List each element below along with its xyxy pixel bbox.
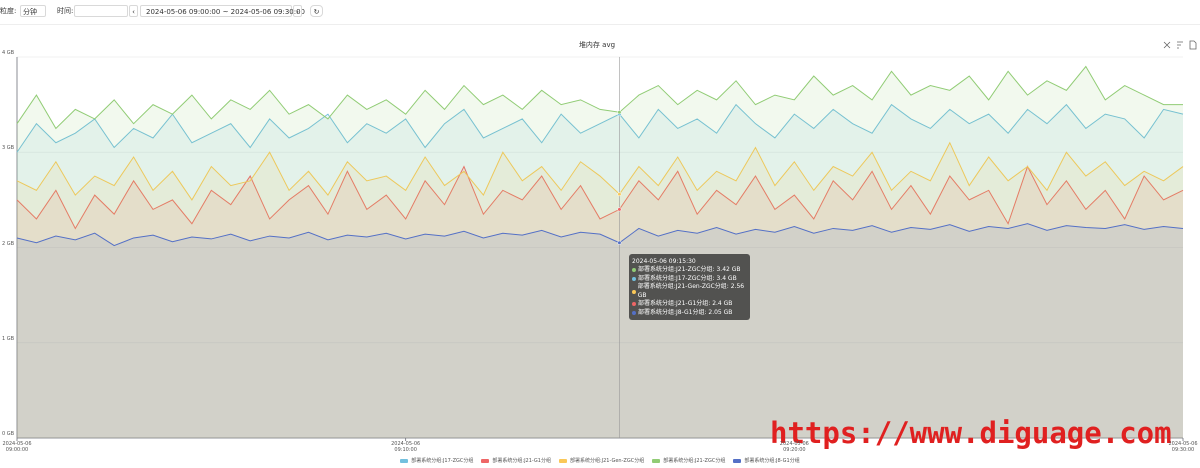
y-tick-label: 0 GB bbox=[2, 431, 15, 437]
divider bbox=[0, 24, 1200, 25]
line bbox=[16, 65, 1183, 130]
hover-dot bbox=[617, 110, 622, 115]
tooltip-item: 部署系统分组:J17-ZGC分组: 3.4 GB bbox=[632, 275, 747, 284]
legend-item: 部署系统分组:J21-G1分组 bbox=[481, 457, 551, 464]
tooltip-item: 部署系统分组:J21-G1分组: 2.4 GB bbox=[632, 300, 747, 309]
line bbox=[16, 223, 1184, 247]
area bbox=[17, 66, 1183, 438]
time-label: 时间: bbox=[57, 7, 74, 15]
watermark: https://www.diguage.com bbox=[770, 416, 1172, 450]
legend-item: 部署系统分组:J8-G1分组 bbox=[733, 457, 800, 464]
tooltip-item: 部署系统分组:J21-Gen-ZGC分组: 2.56 GB bbox=[632, 283, 747, 300]
y-tick-label: 1 GB bbox=[2, 335, 15, 342]
chart-title: 堆内存 avg bbox=[579, 40, 615, 49]
time-select[interactable] bbox=[74, 5, 128, 17]
tooltip-dot bbox=[632, 310, 636, 315]
legend-item: 部署系统分组:J17-ZGC分组 bbox=[400, 457, 473, 464]
refresh-button[interactable]: ↻ bbox=[310, 5, 323, 17]
tooltip-item: 部署系统分组:J8-G1分组: 2.05 GB bbox=[632, 309, 747, 318]
legend-item: 部署系统分组:J21-Gen-ZGC分组 bbox=[558, 457, 645, 464]
x-tick-label: 2024-05-06 09:20:00 bbox=[779, 441, 809, 453]
line bbox=[16, 103, 1184, 153]
next-button[interactable]: › bbox=[293, 5, 302, 17]
legend-label: 部署系统分组:J21-Gen-ZGC分组 bbox=[569, 458, 645, 464]
x-tick-label: 2024-05-06 09:30:00 bbox=[1168, 441, 1198, 453]
legend-swatch bbox=[652, 458, 661, 463]
granularity-label: 粒度: bbox=[0, 7, 17, 15]
hover-dot bbox=[617, 240, 622, 245]
line bbox=[16, 165, 1184, 230]
legend-label: 部署系统分组:J8-G1分组 bbox=[744, 458, 800, 464]
toolbox[interactable] bbox=[1163, 40, 1197, 50]
tooltip-text: 部署系统分组:J8-G1分组: 2.05 GB bbox=[638, 308, 733, 316]
hover-dot bbox=[617, 192, 622, 197]
tooltip-dot bbox=[632, 268, 636, 273]
tooltip: 2024-05-06 09:15:30 部署系统分组:J21-ZGC分组: 3.4… bbox=[629, 254, 750, 320]
y-tick-label: 3 GB bbox=[2, 145, 15, 152]
legend-label: 部署系统分组:J21-ZGC分组 bbox=[663, 458, 726, 464]
legend-swatch bbox=[400, 458, 409, 463]
tooltip-text: 部署系统分组:J21-ZGC分组: 3.42 GB bbox=[638, 266, 741, 273]
x-tick-label: 2024-05-06 09:00:00 bbox=[2, 441, 32, 453]
area bbox=[17, 166, 1183, 439]
area bbox=[17, 104, 1183, 438]
legend-label: 部署系统分组:J17-ZGC分组 bbox=[411, 458, 474, 464]
tooltip-dot bbox=[632, 289, 636, 294]
tooltip-title: 2024-05-06 09:15:30 bbox=[632, 258, 696, 265]
legend-swatch bbox=[558, 458, 567, 463]
tooltip-text: 部署系统分组:J21-Gen-ZGC分组: 2.56 GB bbox=[637, 283, 745, 299]
legend-swatch bbox=[481, 458, 490, 463]
legend-swatch bbox=[733, 458, 742, 463]
area bbox=[17, 142, 1183, 438]
legend: 部署系统分组:J17-ZGC分组 部署系统分组:J21-G1分组 部署系统分组:J2… bbox=[0, 457, 1200, 464]
line bbox=[16, 141, 1184, 201]
date-range[interactable]: 2024-05-06 09:00:00 ~ 2024-05-06 09:30:0… bbox=[140, 5, 305, 17]
tooltip-text: 部署系统分组:J17-ZGC分组: 3.4 GB bbox=[638, 274, 737, 282]
tooltip-dot bbox=[632, 302, 636, 307]
prev-button[interactable]: ‹ bbox=[129, 5, 138, 17]
hover-dot bbox=[617, 207, 622, 212]
y-tick-label: 2 GB bbox=[2, 240, 15, 247]
x-tick-label: 2024-05-06 09:10:00 bbox=[391, 441, 421, 453]
tooltip-item: 部署系统分组:J21-ZGC分组: 3.42 GB bbox=[632, 266, 747, 275]
legend-label: 部署系统分组:J21-G1分组 bbox=[492, 458, 551, 464]
area bbox=[17, 223, 1183, 438]
legend-item: 部署系统分组:J21-ZGC分组 bbox=[652, 457, 725, 464]
tooltip-text: 部署系统分组:J21-G1分组: 2.4 GB bbox=[638, 300, 733, 307]
y-tick-label: 4 GB bbox=[2, 50, 15, 56]
tooltip-dot bbox=[632, 276, 636, 281]
granularity-select[interactable]: 分钟 bbox=[20, 5, 46, 17]
